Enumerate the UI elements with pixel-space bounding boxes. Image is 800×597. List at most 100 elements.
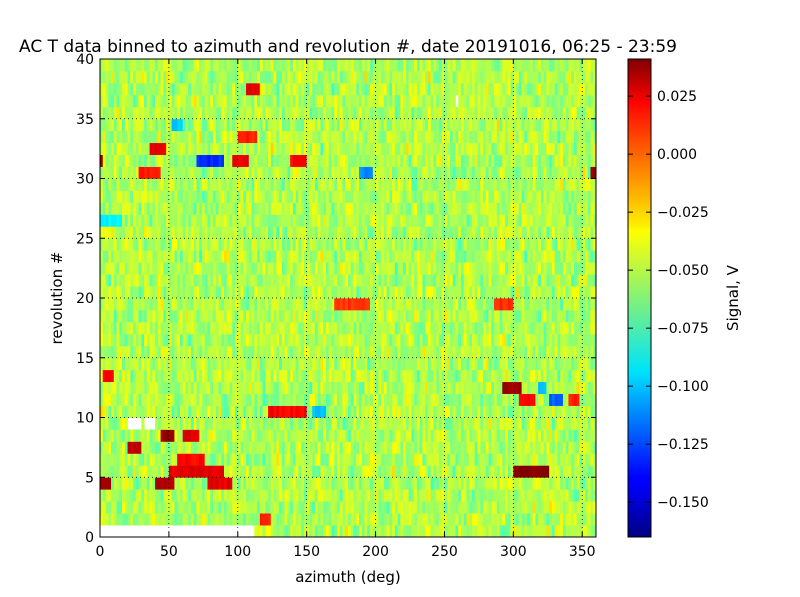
heatmap-cell [579,321,583,335]
heatmap-cell [485,393,489,406]
heatmap-cell [177,345,181,359]
heatmap-cell [499,202,503,215]
heatmap-cell [505,226,509,239]
heatmap-cell [323,250,327,263]
heatmap-cell [408,321,412,335]
heatmap-cell [571,202,575,215]
heatmap-cell [502,429,506,442]
heatmap-cell [215,489,219,502]
heatmap-cell [119,274,123,287]
heatmap-cell [166,345,170,359]
heatmap-cell [560,238,564,251]
heatmap-cell [560,345,564,359]
heatmap-cell [262,214,266,227]
heatmap-cell [127,250,131,263]
heatmap-cell [554,250,558,263]
heatmap-cell [584,298,589,311]
heatmap-cell [474,309,478,323]
heatmap-cell [116,190,120,203]
heatmap-cell [403,286,407,299]
heatmap-cell [229,429,233,442]
heatmap-cell [273,417,277,430]
heatmap-cell [392,417,396,430]
heatmap-cell [436,214,440,227]
heatmap-cell [587,238,591,251]
heatmap-cell [425,321,429,335]
heatmap-cell [557,429,561,442]
heatmap-cell [364,274,368,287]
heatmap-cell [240,417,244,430]
heatmap-cell [361,345,365,359]
heatmap-cell [174,250,178,263]
heatmap-cell [364,489,368,502]
heatmap-cell [232,357,236,371]
heatmap-cell [496,525,500,538]
heatmap-cell [584,417,589,430]
heatmap-cell [359,202,363,215]
heatmap-cell [359,262,363,275]
heatmap-cell [557,262,561,275]
heatmap-cell [582,525,586,538]
heatmap-cell [345,226,349,239]
heatmap-cell [226,202,230,215]
heatmap-cell [416,262,421,275]
heatmap-cell [441,309,445,323]
heatmap-cell [281,465,286,478]
heatmap-cell [199,405,203,418]
heatmap-cell [276,226,280,239]
heatmap-cell [201,238,206,251]
heatmap-cell [339,417,343,430]
heatmap-cell [466,477,470,490]
heatmap-cell [334,309,338,323]
heatmap-cell [502,321,506,335]
heatmap-cell [499,441,503,454]
heatmap-cell [314,250,319,263]
heatmap-cell [474,298,478,311]
heatmap-cell [538,513,542,526]
heatmap-cell [102,226,106,239]
heatmap-cell [224,393,228,406]
heatmap-cell [130,513,134,526]
heatmap-cell [513,298,517,311]
heatmap-cell [193,405,197,418]
heatmap-cell [400,274,404,287]
heatmap-cell [193,309,197,323]
heatmap-cell [499,333,503,347]
heatmap-cell [502,381,506,394]
heatmap-cell [361,441,365,454]
heatmap-cell [336,214,341,227]
heatmap-cell [494,489,498,502]
heatmap-cell [334,477,338,490]
heatmap-cell [345,369,349,383]
heatmap-cell [389,357,393,371]
heatmap-cell [295,298,299,311]
heatmap-cell [339,513,343,526]
heatmap-cell [273,369,277,383]
heatmap-cell [331,202,335,215]
heatmap-cell [571,321,575,335]
heatmap-cell [383,274,387,287]
heatmap-cell [320,214,324,227]
heatmap-cell [306,357,310,371]
heatmap-cell [292,321,297,335]
heatmap-cell [201,453,206,466]
heatmap-cell [133,262,137,275]
heatmap-cell [474,489,478,502]
heatmap-cell [279,525,283,538]
heatmap-cell [224,369,228,383]
heatmap-cell [540,357,545,371]
heatmap-cell [226,250,230,263]
heatmap-cell [516,250,520,263]
heatmap-cell [565,429,569,442]
heatmap-cell [179,381,184,394]
heatmap-cell [243,238,247,251]
heatmap-cell [444,309,448,323]
heatmap-cell [422,202,426,215]
heatmap-cell [513,357,517,371]
heatmap-cell [301,309,305,323]
heatmap-cell [259,333,263,347]
heatmap-cell [477,501,481,514]
heatmap-cell [111,274,115,287]
heatmap-cell [105,345,109,359]
heatmap-cell [331,345,335,359]
